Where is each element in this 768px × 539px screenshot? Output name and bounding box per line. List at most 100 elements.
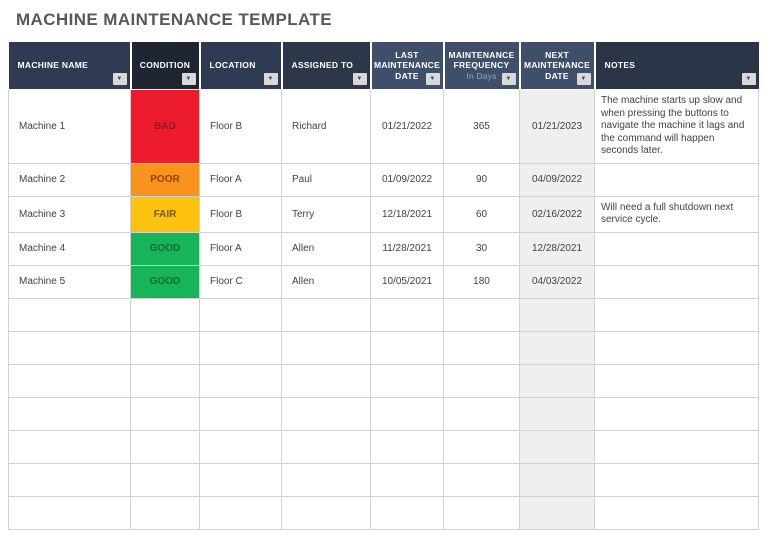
empty-cell-next-maintenance-date[interactable] xyxy=(519,363,595,398)
cell-next-maintenance-date[interactable]: 04/03/2022 xyxy=(519,264,595,299)
empty-cell-next-maintenance-date[interactable] xyxy=(519,396,595,431)
empty-cell-condition[interactable] xyxy=(130,363,200,398)
empty-cell-condition[interactable] xyxy=(130,462,200,497)
filter-dropdown-icon[interactable]: ▼ xyxy=(112,73,127,85)
cell-condition[interactable]: GOOD xyxy=(130,264,200,299)
empty-cell-last-maintenance-date[interactable] xyxy=(370,363,444,398)
column-header-condition[interactable]: CONDITION ▼ xyxy=(130,42,201,90)
cell-notes[interactable] xyxy=(594,162,759,197)
empty-cell-maintenance-frequency[interactable] xyxy=(443,330,520,365)
cell-machine-name[interactable]: Machine 4 xyxy=(8,231,131,266)
empty-cell-notes[interactable] xyxy=(594,297,759,332)
empty-cell-maintenance-frequency[interactable] xyxy=(443,462,520,497)
empty-cell-assigned-to[interactable] xyxy=(281,495,371,530)
column-header-location[interactable]: LOCATION ▼ xyxy=(199,42,283,90)
empty-cell-notes[interactable] xyxy=(594,396,759,431)
cell-last-maintenance-date[interactable]: 01/09/2022 xyxy=(370,162,444,197)
cell-notes[interactable]: Will need a full shutdown next service c… xyxy=(594,195,759,233)
empty-cell-location[interactable] xyxy=(199,396,282,431)
empty-cell-notes[interactable] xyxy=(594,462,759,497)
filter-dropdown-icon[interactable]: ▼ xyxy=(741,73,756,85)
empty-cell-condition[interactable] xyxy=(130,495,200,530)
cell-maintenance-frequency[interactable]: 180 xyxy=(443,264,520,299)
empty-cell-next-maintenance-date[interactable] xyxy=(519,429,595,464)
empty-cell-assigned-to[interactable] xyxy=(281,297,371,332)
empty-cell-assigned-to[interactable] xyxy=(281,363,371,398)
cell-next-maintenance-date[interactable]: 01/21/2023 xyxy=(519,89,595,164)
empty-cell-maintenance-frequency[interactable] xyxy=(443,429,520,464)
cell-next-maintenance-date[interactable]: 04/09/2022 xyxy=(519,162,595,197)
column-header-maintenance-frequency[interactable]: MAINTENANCE FREQUENCY In Days ▼ xyxy=(443,42,521,90)
cell-machine-name[interactable]: Machine 1 xyxy=(8,89,131,164)
cell-maintenance-frequency[interactable]: 90 xyxy=(443,162,520,197)
empty-cell-machine-name[interactable] xyxy=(8,462,131,497)
empty-cell-next-maintenance-date[interactable] xyxy=(519,462,595,497)
empty-cell-last-maintenance-date[interactable] xyxy=(370,330,444,365)
empty-cell-maintenance-frequency[interactable] xyxy=(443,363,520,398)
cell-assigned-to[interactable]: Allen xyxy=(281,231,371,266)
cell-location[interactable]: Floor B xyxy=(199,195,282,233)
empty-cell-notes[interactable] xyxy=(594,363,759,398)
empty-cell-notes[interactable] xyxy=(594,330,759,365)
empty-cell-maintenance-frequency[interactable] xyxy=(443,495,520,530)
empty-cell-maintenance-frequency[interactable] xyxy=(443,297,520,332)
empty-cell-notes[interactable] xyxy=(594,495,759,530)
empty-cell-location[interactable] xyxy=(199,297,282,332)
empty-cell-assigned-to[interactable] xyxy=(281,462,371,497)
cell-last-maintenance-date[interactable]: 01/21/2022 xyxy=(370,89,444,164)
empty-cell-location[interactable] xyxy=(199,495,282,530)
cell-maintenance-frequency[interactable]: 365 xyxy=(443,89,520,164)
empty-cell-next-maintenance-date[interactable] xyxy=(519,330,595,365)
cell-assigned-to[interactable]: Paul xyxy=(281,162,371,197)
empty-cell-condition[interactable] xyxy=(130,297,200,332)
cell-condition[interactable]: FAIR xyxy=(130,195,200,233)
cell-location[interactable]: Floor A xyxy=(199,162,282,197)
filter-dropdown-icon[interactable]: ▼ xyxy=(181,73,196,85)
cell-next-maintenance-date[interactable]: 12/28/2021 xyxy=(519,231,595,266)
empty-cell-location[interactable] xyxy=(199,462,282,497)
empty-cell-last-maintenance-date[interactable] xyxy=(370,297,444,332)
cell-maintenance-frequency[interactable]: 30 xyxy=(443,231,520,266)
column-header-notes[interactable]: NOTES ▼ xyxy=(594,42,759,90)
empty-cell-next-maintenance-date[interactable] xyxy=(519,297,595,332)
cell-notes[interactable] xyxy=(594,231,759,266)
cell-machine-name[interactable]: Machine 3 xyxy=(8,195,131,233)
cell-last-maintenance-date[interactable]: 12/18/2021 xyxy=(370,195,444,233)
empty-cell-condition[interactable] xyxy=(130,396,200,431)
filter-dropdown-icon[interactable]: ▼ xyxy=(352,73,367,85)
filter-dropdown-icon[interactable]: ▼ xyxy=(501,73,516,85)
empty-cell-maintenance-frequency[interactable] xyxy=(443,396,520,431)
column-header-last-maintenance-date[interactable]: LAST MAINTENANCE DATE ▼ xyxy=(370,42,445,90)
cell-condition[interactable]: GOOD xyxy=(130,231,200,266)
empty-cell-assigned-to[interactable] xyxy=(281,429,371,464)
empty-cell-location[interactable] xyxy=(199,330,282,365)
empty-cell-location[interactable] xyxy=(199,429,282,464)
cell-location[interactable]: Floor C xyxy=(199,264,282,299)
cell-location[interactable]: Floor A xyxy=(199,231,282,266)
cell-maintenance-frequency[interactable]: 60 xyxy=(443,195,520,233)
cell-machine-name[interactable]: Machine 2 xyxy=(8,162,131,197)
cell-condition[interactable]: POOR xyxy=(130,162,200,197)
empty-cell-notes[interactable] xyxy=(594,429,759,464)
filter-dropdown-icon[interactable]: ▼ xyxy=(263,73,278,85)
cell-last-maintenance-date[interactable]: 11/28/2021 xyxy=(370,231,444,266)
empty-cell-machine-name[interactable] xyxy=(8,297,131,332)
empty-cell-machine-name[interactable] xyxy=(8,429,131,464)
cell-location[interactable]: Floor B xyxy=(199,89,282,164)
filter-dropdown-icon[interactable]: ▼ xyxy=(425,73,440,85)
cell-assigned-to[interactable]: Terry xyxy=(281,195,371,233)
empty-cell-condition[interactable] xyxy=(130,429,200,464)
cell-assigned-to[interactable]: Richard xyxy=(281,89,371,164)
empty-cell-assigned-to[interactable] xyxy=(281,396,371,431)
cell-notes[interactable] xyxy=(594,264,759,299)
cell-last-maintenance-date[interactable]: 10/05/2021 xyxy=(370,264,444,299)
cell-condition[interactable]: BAD xyxy=(130,89,200,164)
empty-cell-machine-name[interactable] xyxy=(8,396,131,431)
empty-cell-location[interactable] xyxy=(199,363,282,398)
empty-cell-machine-name[interactable] xyxy=(8,495,131,530)
column-header-machine-name[interactable]: MACHINE NAME ▼ xyxy=(8,42,132,90)
cell-machine-name[interactable]: Machine 5 xyxy=(8,264,131,299)
empty-cell-last-maintenance-date[interactable] xyxy=(370,429,444,464)
empty-cell-last-maintenance-date[interactable] xyxy=(370,462,444,497)
cell-assigned-to[interactable]: Allen xyxy=(281,264,371,299)
